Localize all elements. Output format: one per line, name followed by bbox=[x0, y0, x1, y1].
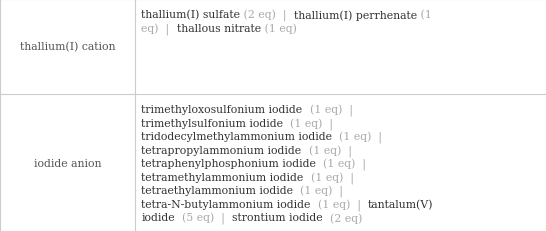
Text: thallium(I) sulfate: thallium(I) sulfate bbox=[141, 10, 240, 20]
Text: tetramethylammonium iodide: tetramethylammonium iodide bbox=[141, 172, 304, 182]
Text: (5 eq)  |: (5 eq) | bbox=[175, 212, 232, 224]
Text: iodide: iodide bbox=[141, 212, 175, 222]
Text: tetra-N-butylammonium iodide: tetra-N-butylammonium iodide bbox=[141, 199, 311, 209]
Text: thallous nitrate: thallous nitrate bbox=[176, 23, 260, 33]
Text: trimethyloxosulfonium iodide: trimethyloxosulfonium iodide bbox=[141, 105, 302, 115]
Text: (1 eq)  |: (1 eq) | bbox=[302, 105, 353, 117]
Text: (1 eq): (1 eq) bbox=[260, 23, 296, 34]
Text: strontium iodide: strontium iodide bbox=[232, 212, 323, 222]
Text: (1 eq)  |: (1 eq) | bbox=[316, 158, 366, 170]
Text: (1 eq)  |: (1 eq) | bbox=[283, 118, 334, 130]
Text: trimethylsulfonium iodide: trimethylsulfonium iodide bbox=[141, 118, 283, 128]
Text: (1 eq)  |: (1 eq) | bbox=[304, 172, 354, 184]
Text: (1: (1 bbox=[417, 10, 432, 20]
Text: (1 eq)  |: (1 eq) | bbox=[301, 145, 352, 157]
Text: tetraphenylphosphonium iodide: tetraphenylphosphonium iodide bbox=[141, 158, 316, 168]
Text: tetrapropylammonium iodide: tetrapropylammonium iodide bbox=[141, 145, 301, 155]
Text: (1 eq)  |: (1 eq) | bbox=[293, 185, 343, 197]
Text: thallium(I) cation: thallium(I) cation bbox=[20, 42, 115, 52]
Text: iodide anion: iodide anion bbox=[34, 158, 102, 168]
Text: eq)  |: eq) | bbox=[141, 23, 176, 35]
Text: (1 eq)  |: (1 eq) | bbox=[311, 199, 368, 211]
Text: (2 eq): (2 eq) bbox=[323, 212, 362, 223]
Text: (1 eq)  |: (1 eq) | bbox=[333, 131, 382, 143]
Text: tantalum(V): tantalum(V) bbox=[368, 199, 434, 209]
Text: tetraethylammonium iodide: tetraethylammonium iodide bbox=[141, 185, 293, 195]
Text: thallium(I) perrhenate: thallium(I) perrhenate bbox=[294, 10, 417, 21]
Text: (2 eq)  |: (2 eq) | bbox=[240, 10, 294, 22]
Text: tridodecylmethylammonium iodide: tridodecylmethylammonium iodide bbox=[141, 131, 333, 142]
